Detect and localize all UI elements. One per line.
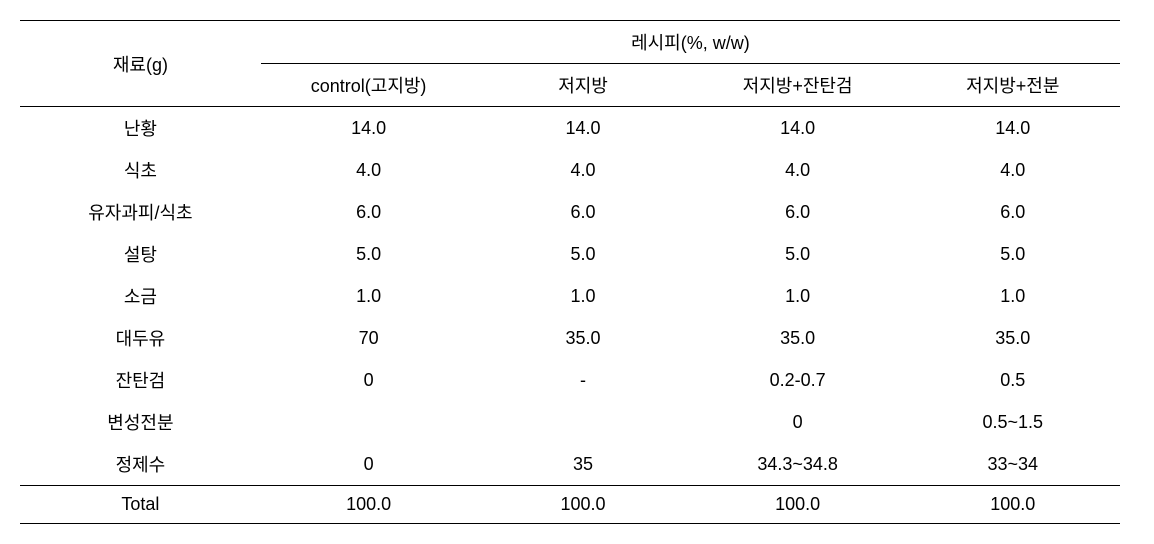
table-row: 변성전분 0 0.5~1.5 — [20, 401, 1120, 443]
data-cell: 0.2-0.7 — [690, 359, 906, 401]
data-cell: 4.0 — [476, 149, 689, 191]
data-cell: 35.0 — [476, 317, 689, 359]
table-row: 대두유 70 35.0 35.0 35.0 — [20, 317, 1120, 359]
data-cell: 14.0 — [476, 107, 689, 150]
ingredient-cell: 변성전분 — [20, 401, 261, 443]
total-cell: 100.0 — [261, 486, 477, 524]
data-cell: 5.0 — [261, 233, 477, 275]
data-cell: 4.0 — [690, 149, 906, 191]
data-cell: 1.0 — [906, 275, 1120, 317]
table-body: 난황 14.0 14.0 14.0 14.0 식초 4.0 4.0 4.0 4.… — [20, 107, 1120, 524]
data-cell: 35.0 — [906, 317, 1120, 359]
recipe-group-header: 레시피(%, w/w) — [261, 21, 1120, 64]
data-cell: 70 — [261, 317, 477, 359]
column-header-2: 저지방+잔탄검 — [690, 64, 906, 107]
data-cell: 1.0 — [261, 275, 477, 317]
data-cell: 14.0 — [906, 107, 1120, 150]
data-cell: 14.0 — [261, 107, 477, 150]
table-row: 설탕 5.0 5.0 5.0 5.0 — [20, 233, 1120, 275]
data-cell: 5.0 — [906, 233, 1120, 275]
table-row: 정제수 0 35 34.3~34.8 33~34 — [20, 443, 1120, 486]
data-cell: 35 — [476, 443, 689, 486]
data-cell — [261, 401, 477, 443]
table-row: 소금 1.0 1.0 1.0 1.0 — [20, 275, 1120, 317]
data-cell: 5.0 — [690, 233, 906, 275]
total-cell: 100.0 — [690, 486, 906, 524]
column-header-3: 저지방+전분 — [906, 64, 1120, 107]
data-cell: 0 — [261, 443, 477, 486]
table-row: 유자과피/식초 6.0 6.0 6.0 6.0 — [20, 191, 1120, 233]
column-header-0: control(고지방) — [261, 64, 477, 107]
data-cell: 0.5~1.5 — [906, 401, 1120, 443]
data-cell: 14.0 — [690, 107, 906, 150]
data-cell: 34.3~34.8 — [690, 443, 906, 486]
ingredient-cell: 식초 — [20, 149, 261, 191]
data-cell: 6.0 — [906, 191, 1120, 233]
total-cell: 100.0 — [476, 486, 689, 524]
recipe-table: 재료(g) 레시피(%, w/w) control(고지방) 저지방 저지방+잔… — [20, 20, 1120, 524]
ingredient-cell: 난황 — [20, 107, 261, 150]
data-cell: 5.0 — [476, 233, 689, 275]
data-cell: 1.0 — [476, 275, 689, 317]
data-cell: 0 — [690, 401, 906, 443]
table-row: 난황 14.0 14.0 14.0 14.0 — [20, 107, 1120, 150]
column-header-1: 저지방 — [476, 64, 689, 107]
total-label: Total — [20, 486, 261, 524]
total-row: Total 100.0 100.0 100.0 100.0 — [20, 486, 1120, 524]
data-cell: - — [476, 359, 689, 401]
table-row: 잔탄검 0 - 0.2-0.7 0.5 — [20, 359, 1120, 401]
data-cell: 6.0 — [690, 191, 906, 233]
data-cell: 1.0 — [690, 275, 906, 317]
ingredient-cell: 정제수 — [20, 443, 261, 486]
ingredient-cell: 유자과피/식초 — [20, 191, 261, 233]
data-cell: 6.0 — [261, 191, 477, 233]
total-cell: 100.0 — [906, 486, 1120, 524]
table-row: 식초 4.0 4.0 4.0 4.0 — [20, 149, 1120, 191]
ingredient-cell: 대두유 — [20, 317, 261, 359]
ingredient-cell: 잔탄검 — [20, 359, 261, 401]
data-cell: 33~34 — [906, 443, 1120, 486]
ingredient-cell: 소금 — [20, 275, 261, 317]
ingredient-header: 재료(g) — [20, 21, 261, 107]
data-cell — [476, 401, 689, 443]
data-cell: 4.0 — [261, 149, 477, 191]
ingredient-cell: 설탕 — [20, 233, 261, 275]
data-cell: 4.0 — [906, 149, 1120, 191]
data-cell: 35.0 — [690, 317, 906, 359]
data-cell: 0.5 — [906, 359, 1120, 401]
data-cell: 6.0 — [476, 191, 689, 233]
data-cell: 0 — [261, 359, 477, 401]
